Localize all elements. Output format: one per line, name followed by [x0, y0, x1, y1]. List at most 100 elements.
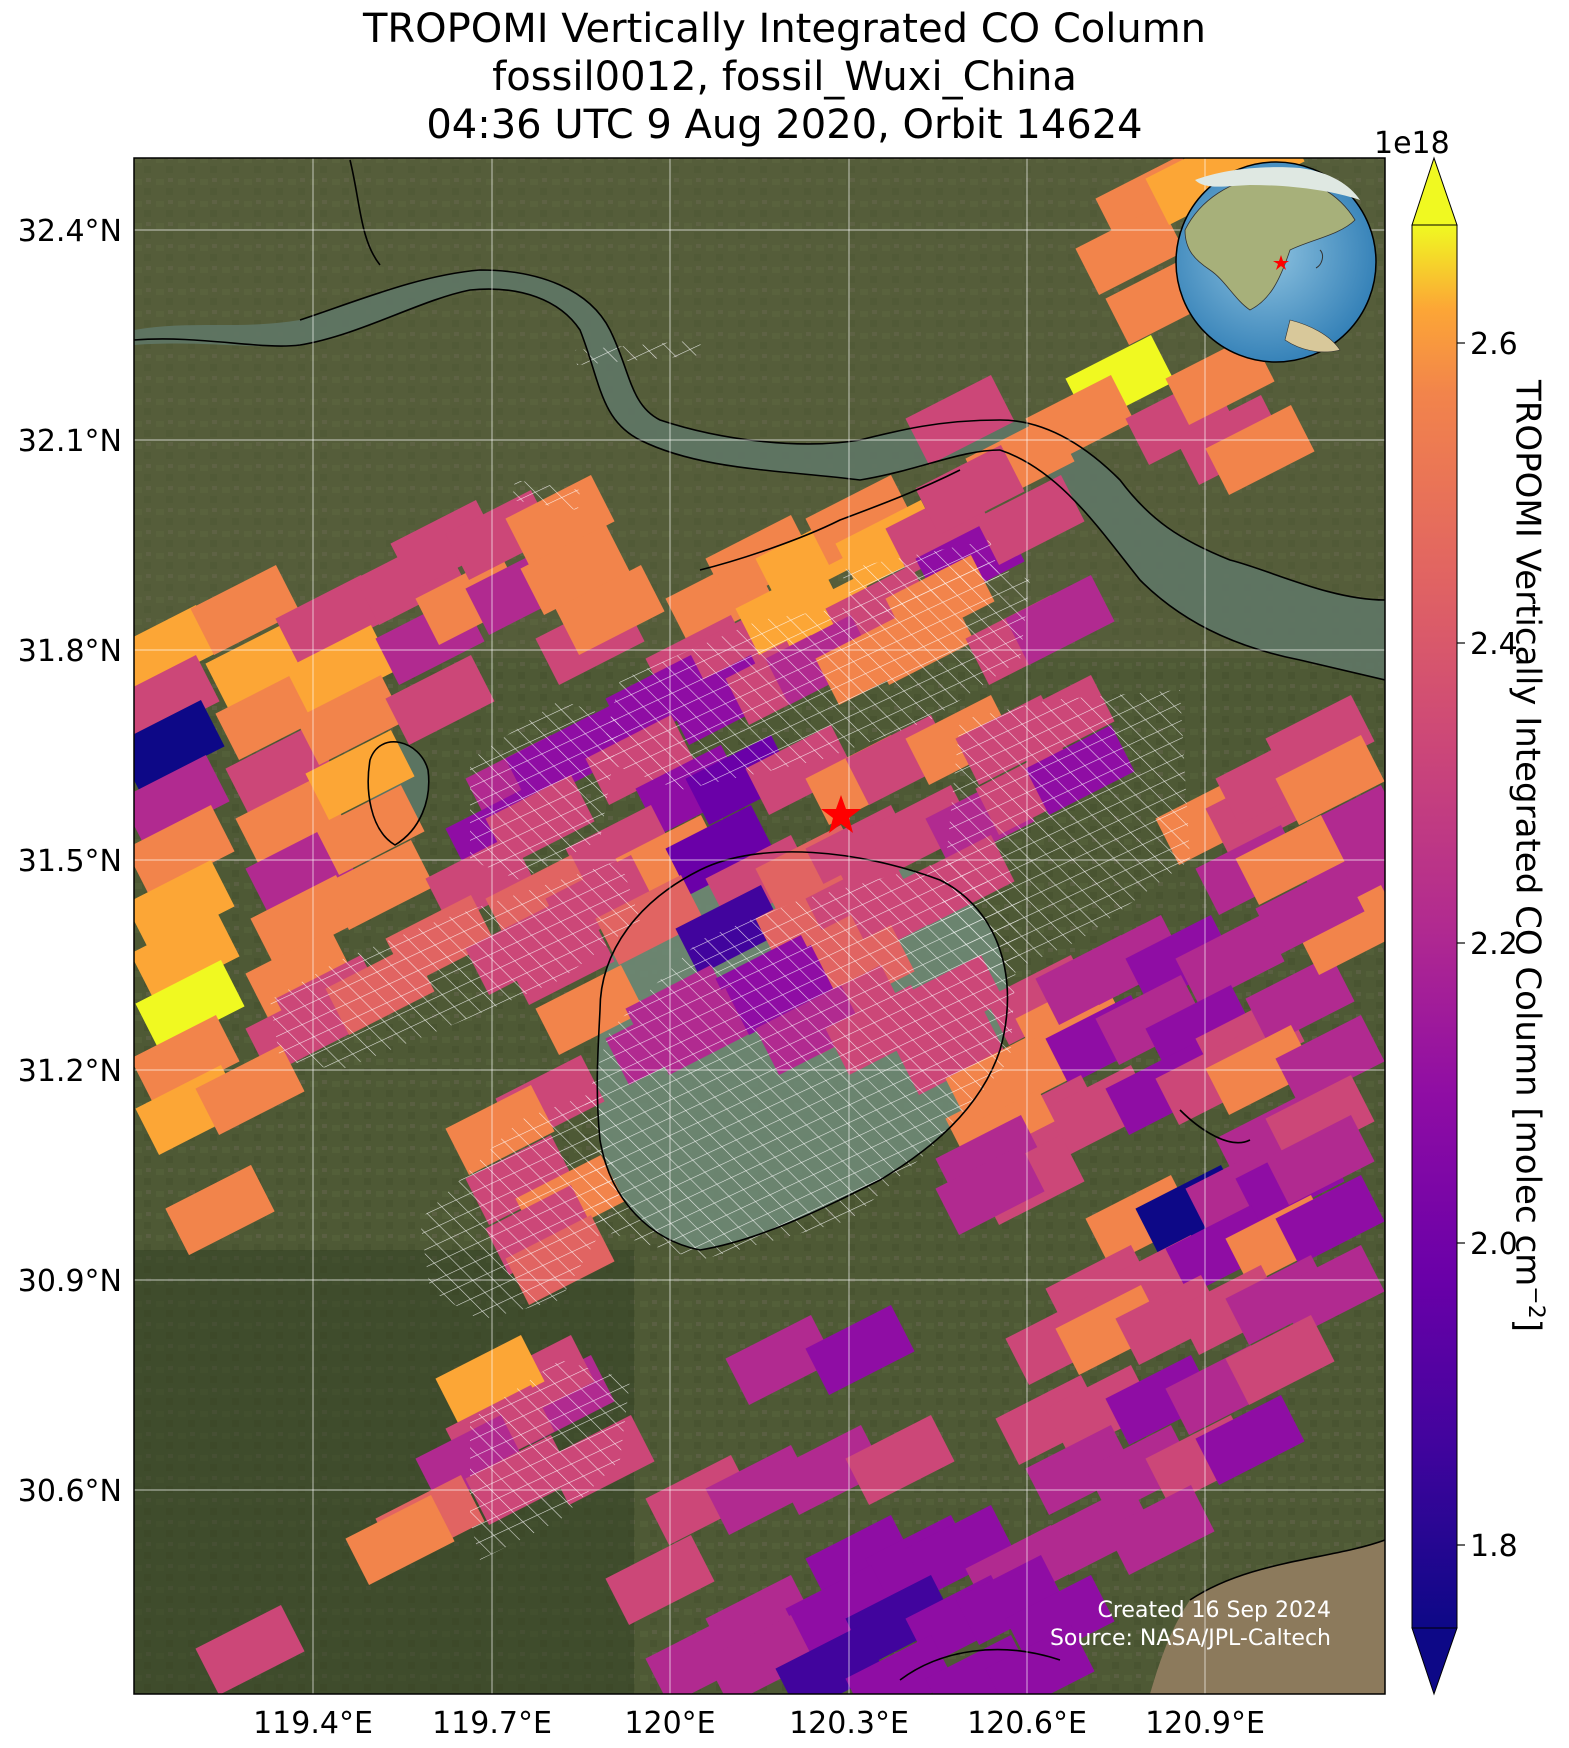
- co-pixel: [315, 785, 425, 875]
- co-pixel: [505, 475, 615, 565]
- co-pixel: [1265, 695, 1375, 785]
- co-pixel: [345, 1495, 455, 1585]
- lat-tick-label: 31.5°N: [18, 844, 122, 879]
- title-line-2: fossil0012, fossil_Wuxi_China: [492, 54, 1077, 100]
- co-pixel: [955, 1555, 1065, 1645]
- co-pixel: [775, 1425, 885, 1515]
- co-pixel: [975, 475, 1085, 565]
- co-pixel: [665, 805, 775, 895]
- co-pixel: [805, 1515, 915, 1605]
- co-pixel: [445, 1085, 555, 1175]
- co-pixel: [134, 700, 225, 790]
- co-pixel: [215, 670, 325, 760]
- co-pixel: [435, 1335, 545, 1425]
- colorbar-extend-max: [1411, 156, 1458, 226]
- co-pixel: [805, 475, 915, 565]
- co-pixel: [195, 1605, 305, 1694]
- co-pixel: [985, 1625, 1095, 1694]
- credit-created: Created 16 Sep 2024: [1097, 1598, 1332, 1623]
- co-pixel: [775, 1625, 885, 1694]
- co-pixel: [1005, 1575, 1115, 1665]
- co-pixel: [1105, 1485, 1215, 1575]
- co-pixel: [935, 1145, 1045, 1235]
- lat-tick-label: 30.6°N: [18, 1474, 122, 1509]
- co-pixel: [1205, 405, 1315, 495]
- lat-tick-label: 31.8°N: [18, 634, 122, 669]
- colorbar-tick-label: 2.2: [1470, 927, 1518, 962]
- lon-tick-label: 119.7°E: [432, 1706, 552, 1741]
- co-pixel: [1265, 1075, 1375, 1165]
- co-pixel: [385, 655, 495, 745]
- lat-tick-label: 31.2°N: [18, 1054, 122, 1089]
- lat-tick-label: 32.4°N: [18, 214, 122, 249]
- co-pixel: [250, 875, 360, 965]
- co-pixel: [134, 910, 240, 1000]
- co-pixel: [1295, 885, 1385, 975]
- colorbar-tick-label: 1.8: [1470, 1529, 1518, 1564]
- co-pixel: [535, 965, 645, 1055]
- co-pixel: [805, 1305, 915, 1395]
- co-pixel: [325, 840, 435, 930]
- co-pixel: [905, 375, 1015, 465]
- colorbar-tick-label: 2.6: [1470, 327, 1518, 362]
- co-pixel: [1275, 1015, 1385, 1105]
- co-pixel: [645, 1615, 755, 1694]
- co-pixel: [1225, 1315, 1335, 1405]
- lat-tick-label: 32.1°N: [18, 424, 122, 459]
- co-pixel: [555, 565, 665, 655]
- co-pixel: [205, 620, 315, 710]
- co-pixel: [1145, 985, 1255, 1075]
- credit-source: Source: NASA/JPL-Caltech: [1049, 1626, 1331, 1651]
- co-pixel: [605, 1535, 715, 1625]
- co-pixel: [1245, 955, 1355, 1045]
- lon-tick-label: 120.9°E: [1145, 1706, 1265, 1741]
- co-pixel: [134, 860, 235, 950]
- inset-globe: [1175, 161, 1377, 363]
- co-pixel: [1275, 735, 1385, 825]
- co-pixel: [520, 525, 630, 615]
- co-pixel: [190, 565, 300, 655]
- yangtze-river: [134, 270, 1385, 680]
- co-pixel: [134, 655, 220, 745]
- co-pixel: [725, 1315, 835, 1405]
- colorbar-exponent: 1e18: [1374, 126, 1450, 161]
- co-pixel: [1275, 1175, 1385, 1265]
- colorbar-extend-min: [1411, 1627, 1458, 1696]
- co-pixel: [785, 1565, 895, 1655]
- co-pixel: [1075, 205, 1185, 295]
- co-pixel: [134, 755, 230, 845]
- co-pixel: [134, 1015, 240, 1105]
- co-pixel: [1025, 1425, 1135, 1515]
- lon-tick-label: 120.6°E: [967, 1706, 1087, 1741]
- co-pixel: [1045, 1485, 1155, 1575]
- co-pixel: [1255, 865, 1365, 955]
- co-pixel: [245, 930, 355, 1020]
- co-pixel: [1175, 915, 1285, 1005]
- title-line-3: 04:36 UTC 9 Aug 2020, Orbit 14624: [426, 102, 1143, 148]
- lon-tick-label: 120.3°E: [789, 1706, 909, 1741]
- title-line-1: TROPOMI Vertically Integrated CO Column: [362, 6, 1207, 52]
- colorbar-gradient: [1411, 224, 1458, 1629]
- hangzhou-bay: [1150, 1540, 1385, 1694]
- co-pixel: [135, 960, 245, 1050]
- co-pixel: [235, 775, 345, 865]
- co-pixel: [225, 725, 335, 815]
- lon-tick-label: 120°E: [624, 1706, 715, 1741]
- gridlines: [134, 158, 1385, 1694]
- globe-site-star: [1273, 255, 1289, 270]
- colorbar-tick-label: 2.4: [1470, 627, 1518, 662]
- co-pixel: [1005, 575, 1115, 665]
- co-pixel: [1195, 1395, 1305, 1485]
- co-pixel: [275, 575, 385, 665]
- colorbar: 2.6 2.4 2.2 2.0 1.8: [1411, 156, 1518, 1696]
- co-pixel: [1265, 1115, 1375, 1205]
- colorbar-label: TROPOMI Vertically Integrated CO Column …: [1507, 380, 1548, 1332]
- co-pixel: [595, 875, 705, 965]
- site-star-marker: [821, 795, 861, 833]
- co-pixel: [195, 1045, 305, 1135]
- co-pixel: [915, 445, 1025, 535]
- co-pixel: [905, 1505, 1015, 1595]
- co-pixel: [1275, 1245, 1385, 1335]
- map-frame: [133, 157, 1386, 1695]
